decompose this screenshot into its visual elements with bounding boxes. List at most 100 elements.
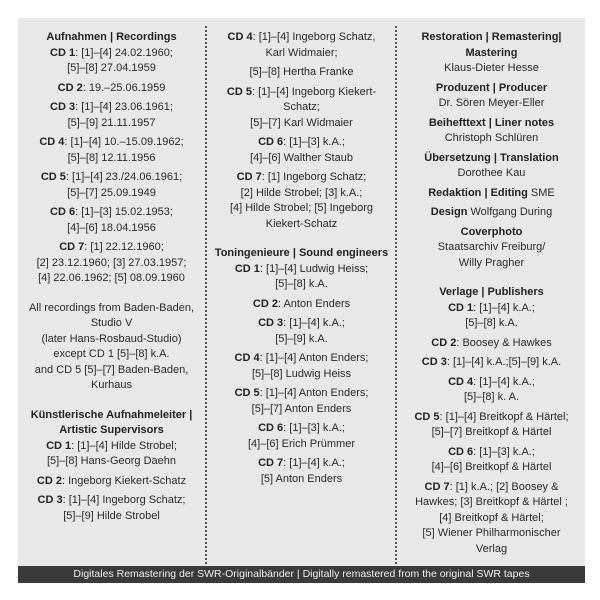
credit-block: CD 5: [1]–[4] Breitkopf & Härtel; [5]–[7]… (398, 410, 585, 441)
credit-block: CD 7: [1] 22.12.1960; [2] 23.12.1960; [3]… (18, 240, 205, 287)
credit-line: CD 5: [1]–[4] Ingeborg Kiekert- (226, 85, 377, 98)
credit-line: CD 7: [1] Ingeborg Schatz; (236, 171, 367, 183)
credit-label: CD 7 (59, 241, 85, 253)
credit-line: [4]–[6] Erich Prümmer (248, 437, 355, 450)
credit-block: CD 6: [1]–[3] k.A.; [4]–[6] Erich Prümmer (208, 421, 395, 452)
credit-label: CD 6 (258, 136, 284, 148)
credit-line: [5]–[7] Anton Enders (251, 402, 352, 415)
credit-block: CD 2: Anton Enders (208, 297, 395, 313)
credit-label: CD 1 (448, 301, 474, 314)
credit-line: [4] 22.06.1962; [5] 08.09.1960 (38, 272, 185, 284)
credit-value: [1]–[4] k.A.; (289, 317, 345, 329)
credit-line: [5]–[9] k.A. (275, 332, 328, 345)
credit-line: Willy Pragher (458, 256, 525, 269)
credit-value: 19.–25.06.1959 (88, 81, 166, 94)
credit-line: CD 3: [1]–[4] Ingeborg Schatz; (37, 494, 186, 506)
credit-value: Ingeborg Kiekert-Schatz (68, 474, 187, 487)
credit-block: CD 7: [1] k.A.; [2] Boosey & Hawkes; [3] … (398, 480, 585, 558)
credit-label: CD 1 (50, 46, 76, 59)
credit-value: [1]–[3] k.A.; (479, 445, 535, 458)
credit-value: [1]–[4] k.A.; (289, 457, 345, 469)
credit-label: CD 3 (50, 101, 76, 113)
credit-label: CD 5 (226, 85, 252, 98)
section-heading: Verlage | Publishers (439, 286, 544, 298)
credit-line: (later Hans-Rosbaud-Studio) (41, 332, 182, 345)
section-heading: Aufnahmen | Recordings (46, 31, 177, 43)
credit-label: CD 5 (414, 410, 440, 423)
credit-line: CD 5: [1]–[4] Anton Enders; (234, 387, 369, 399)
credit-line: [5]–[8] 12.11.1956 (67, 151, 156, 164)
credit-line: Dorothee Kau (457, 167, 526, 179)
credit-line: Kiekert-Schatz (265, 217, 338, 230)
credit-line: except CD 1 [5]–[8] k.A. (53, 348, 170, 360)
credit-block: CD 2: Ingeborg Kiekert-Schatz (18, 474, 205, 490)
credit-line: [5]–[8] k.A. (465, 317, 518, 329)
credit-value: [1]–[3] k.A.; (289, 136, 345, 148)
credit-block: Redaktion | Editing SME (398, 186, 585, 202)
credit-line: CD 6: [1]–[3] k.A.; (258, 136, 345, 148)
column-divider (205, 26, 207, 564)
credit-line: [5]–[8] k. A. (463, 391, 520, 403)
credit-value: [1] Ingeborg Schatz; (267, 171, 367, 183)
credit-block: Produzent | Producer Dr. Sören Meyer-Elle… (398, 81, 585, 112)
credit-line: CD 2: 19.–25.06.1959 (57, 81, 166, 94)
credit-value: [1]–[4] 23./24.06.1961; (72, 171, 183, 183)
credit-block: CD 3: [1]–[4] Ingeborg Schatz; [5]–[9] Hi… (18, 493, 205, 524)
credit-block: CD 3: [1]–[4] k.A.; [5]–[9] k.A. (208, 316, 395, 347)
credit-block: [5]–[8] Hertha Franke (208, 65, 395, 81)
credit-label: Redaktion | Editing (428, 186, 528, 199)
credit-value: [1]–[4] Ludwig Heiss; (266, 262, 369, 275)
credit-block: CD 5: [1]–[4] Ingeborg Kiekert- Schatz; [5… (208, 85, 395, 132)
credit-value: [1]–[3] k.A.; (289, 422, 345, 434)
section-heading: Übersetzung | Translation (424, 151, 559, 164)
credit-label: CD 6 (448, 445, 474, 458)
credit-value: [1]–[4] 23.06.1961; (81, 101, 173, 113)
credit-block: CD 2: Boosey & Hawkes (398, 336, 585, 352)
footer-banner: Digitales Remastering der SWR-Originalbä… (18, 566, 585, 583)
credit-line: Dr. Sören Meyer-Eller (438, 97, 545, 109)
credit-line: [5] Anton Enders (260, 472, 343, 485)
credit-label: CD 4 (227, 31, 253, 43)
credit-label: CD 4 (39, 136, 65, 148)
credit-line: [4]–[6] Breitkopf & Härtel (431, 461, 552, 473)
credit-block: CD 6: [1]–[3] k.A.; [4]–[6] Walther Staub (208, 135, 395, 166)
credit-value: Anton Enders (283, 297, 351, 310)
credit-value: [1] 22.12.1960; (90, 241, 164, 253)
credit-line: and CD 5 [5]–[7] Baden-Baden, (34, 363, 189, 376)
credit-value: [1]–[4] Ingeborg Schatz; (68, 494, 186, 506)
credit-value: [1]–[4] Ingeborg Kiekert- (258, 85, 377, 98)
credit-line: CD 7: [1] k.A.; [2] Boosey & (424, 480, 559, 493)
credit-line: CD 4: [1]–[4] 10.–15.09.1962; (39, 136, 184, 148)
column-divider (395, 26, 397, 564)
credit-block: CD 6: [1]–[3] k.A.; [4]–[6] Breitkopf & H… (398, 445, 585, 476)
credit-line: All recordings from Baden-Baden, (28, 301, 195, 314)
credit-block: Beihefttext | Liner notes Christoph Schlü… (398, 116, 585, 147)
credit-line: CD 2: Anton Enders (252, 297, 351, 310)
credit-value: [1]–[4] Ingeborg Schatz, (258, 31, 376, 43)
credit-block: CD 5: [1]–[4] Anton Enders; [5]–[7] Anton… (208, 386, 395, 417)
credit-line: CD 3: [1]–[4] 23.06.1961; (50, 101, 173, 113)
section-heading: Beihefttext | Liner notes (428, 116, 555, 129)
credit-block: Toningenieure | Sound engineers CD 1: [1]… (208, 246, 395, 293)
credit-block: Künstlerische Aufnahmeleiter | Artistic … (18, 408, 205, 470)
section-heading: Toningenieure | Sound engineers (214, 247, 389, 259)
credit-line: [5]–[7] Karl Widmaier (250, 116, 353, 129)
credit-line: Studio V (90, 317, 133, 329)
credit-label: CD 5 (40, 171, 66, 183)
credit-label: CD 7 (236, 171, 262, 183)
credit-line: Design Wolfgang During (398, 205, 585, 221)
credit-value: [1]–[4] k.A.;[5]–[9] k.A. (452, 356, 562, 368)
credit-line: [4] Hilde Strobel; [5] Ingeborg (229, 202, 374, 214)
section-heading: Künstlerische Aufnahmeleiter | Artistic … (30, 408, 193, 437)
credit-block: Aufnahmen | Recordings CD 1: [1]–[4] 24.0… (18, 30, 205, 77)
credit-value: Boosey & Hawkes (462, 336, 552, 349)
credit-value: [1]–[4] Anton Enders; (265, 352, 369, 364)
credit-line: CD 4: [1]–[4] k.A.; (448, 375, 535, 388)
credit-line: CD 2: Ingeborg Kiekert-Schatz (36, 474, 187, 487)
credit-value: [1]–[4] Hilde Strobel; (77, 439, 177, 452)
credit-line: [5]–[8] k.A. (275, 278, 328, 290)
credits-panel: Aufnahmen | Recordings CD 1: [1]–[4] 24.0… (18, 18, 585, 566)
credit-line: Verlag (475, 542, 508, 555)
credit-line: [2] 23.12.1960; [3] 27.03.1957; (36, 256, 187, 269)
credit-value: [1]–[3] 15.02.1953; (81, 206, 173, 218)
